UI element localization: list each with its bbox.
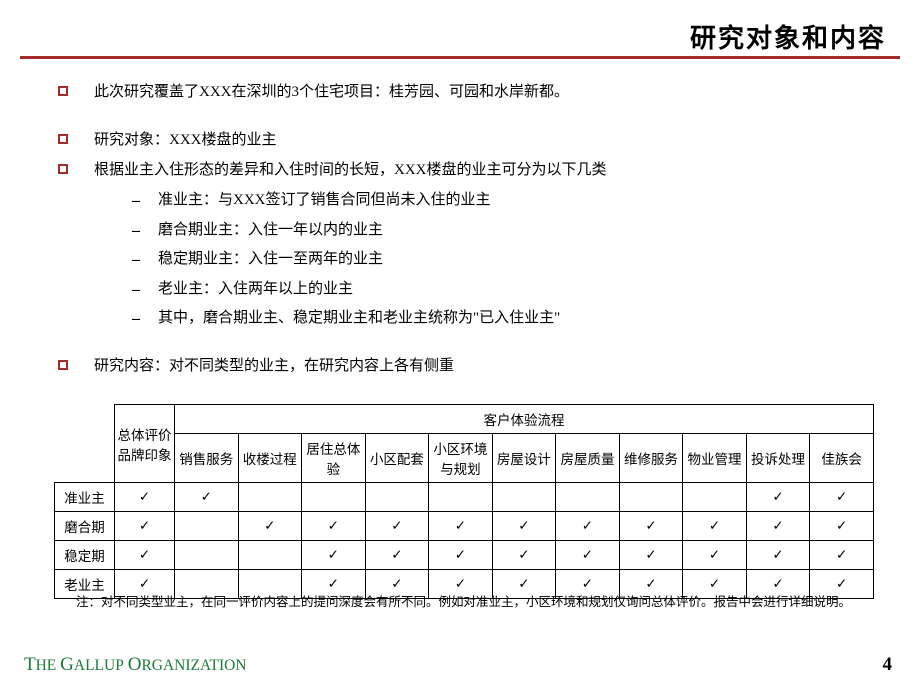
- col-header: 投诉处理: [746, 434, 810, 483]
- square-bullet-icon: [58, 86, 68, 96]
- cell: [365, 483, 429, 512]
- sub-item: – 老业主：入住两年以上的业主: [128, 277, 870, 303]
- page-number: 4: [883, 654, 893, 676]
- col-header: 房屋设计: [492, 434, 556, 483]
- cell: ✓: [746, 541, 810, 570]
- cell: ✓: [746, 483, 810, 512]
- sub-text: 准业主：与XXX签订了销售合同但尚未入住的业主: [158, 188, 870, 212]
- dash-icon: –: [128, 306, 144, 332]
- cell: ✓: [683, 512, 747, 541]
- table-row: 稳定期✓✓✓✓✓✓✓✓✓✓: [55, 541, 874, 570]
- table-row: 准业主✓✓✓✓: [55, 483, 874, 512]
- cell: ✓: [115, 541, 175, 570]
- bullet-text: 研究对象：XXX楼盘的业主: [94, 128, 870, 152]
- col-header: 小区环境与规划: [429, 434, 493, 483]
- dash-icon: –: [128, 247, 144, 273]
- cell: ✓: [429, 541, 493, 570]
- sub-text: 其中，磨合期业主、稳定期业主和老业主统称为"已入住业主": [158, 306, 870, 330]
- sub-item: – 磨合期业主：入住一年以内的业主: [128, 218, 870, 244]
- header-blank: [55, 405, 115, 483]
- bullet-item: 研究对象：XXX楼盘的业主: [58, 128, 870, 152]
- cell: ✓: [810, 512, 874, 541]
- page-title: 研究对象和内容: [690, 18, 886, 55]
- bullet-item: 根据业主入住形态的差异和入住时间的长短，XXX楼盘的业主可分为以下几类: [58, 158, 870, 182]
- bullet-text: 此次研究覆盖了XXX在深圳的3个住宅项目：桂芳园、可园和水岸新都。: [94, 80, 870, 104]
- bullet-text: 研究内容：对不同类型的业主，在研究内容上各有侧重: [94, 354, 870, 378]
- bullet-item: 研究内容：对不同类型的业主，在研究内容上各有侧重: [58, 354, 870, 378]
- cell: ✓: [619, 541, 683, 570]
- square-bullet-icon: [58, 134, 68, 144]
- cell: [556, 483, 620, 512]
- cell: [238, 483, 302, 512]
- cell: ✓: [746, 512, 810, 541]
- sub-text: 磨合期业主：入住一年以内的业主: [158, 218, 870, 242]
- table-header-row: 总体评价品牌印象 客户体验流程: [55, 405, 874, 434]
- cell: ✓: [175, 483, 239, 512]
- cell: ✓: [365, 512, 429, 541]
- cell: ✓: [556, 541, 620, 570]
- coverage-table: 总体评价品牌印象 客户体验流程 销售服务 收楼过程 居住总体验 小区配套 小区环…: [54, 404, 874, 599]
- dash-icon: –: [128, 277, 144, 303]
- sub-item: – 准业主：与XXX签订了销售合同但尚未入住的业主: [128, 188, 870, 214]
- row-header: 磨合期: [55, 512, 115, 541]
- footer-brand: THE GALLUP ORGANIZATION: [24, 654, 247, 676]
- sub-text: 稳定期业主：入住一至两年的业主: [158, 247, 870, 271]
- cell: ✓: [365, 541, 429, 570]
- cell: ✓: [683, 541, 747, 570]
- square-bullet-icon: [58, 164, 68, 174]
- cell: [429, 483, 493, 512]
- col-header: 总体评价品牌印象: [115, 405, 175, 483]
- cell: ✓: [302, 512, 366, 541]
- table-header-row: 销售服务 收楼过程 居住总体验 小区配套 小区环境与规划 房屋设计 房屋质量 维…: [55, 434, 874, 483]
- table: 总体评价品牌印象 客户体验流程 销售服务 收楼过程 居住总体验 小区配套 小区环…: [54, 404, 874, 599]
- cell: ✓: [429, 512, 493, 541]
- square-bullet-icon: [58, 360, 68, 370]
- col-header: 小区配套: [365, 434, 429, 483]
- bullet-text: 根据业主入住形态的差异和入住时间的长短，XXX楼盘的业主可分为以下几类: [94, 158, 870, 182]
- col-header: 居住总体验: [302, 434, 366, 483]
- footnote: 注：对不同类型业主，在同一评价内容上的提问深度会有所不同。例如对准业主，小区环境…: [76, 594, 860, 612]
- sub-text: 老业主：入住两年以上的业主: [158, 277, 870, 301]
- sub-item: – 其中，磨合期业主、稳定期业主和老业主统称为"已入住业主": [128, 306, 870, 332]
- col-header: 维修服务: [619, 434, 683, 483]
- cell: [302, 483, 366, 512]
- col-header: 收楼过程: [238, 434, 302, 483]
- sub-item: – 稳定期业主：入住一至两年的业主: [128, 247, 870, 273]
- cell: ✓: [556, 512, 620, 541]
- cell: [619, 483, 683, 512]
- col-header: 物业管理: [683, 434, 747, 483]
- cell: [175, 512, 239, 541]
- col-header-group: 客户体验流程: [175, 405, 874, 434]
- cell: [492, 483, 556, 512]
- cell: ✓: [492, 512, 556, 541]
- cell: [238, 541, 302, 570]
- cell: ✓: [302, 541, 366, 570]
- row-header: 稳定期: [55, 541, 115, 570]
- cell: ✓: [810, 541, 874, 570]
- cell: [175, 541, 239, 570]
- cell: ✓: [115, 512, 175, 541]
- cell: ✓: [619, 512, 683, 541]
- dash-icon: –: [128, 188, 144, 214]
- cell: [683, 483, 747, 512]
- title-rule: [20, 56, 900, 59]
- col-header: 销售服务: [175, 434, 239, 483]
- sub-list: – 准业主：与XXX签订了销售合同但尚未入住的业主 – 磨合期业主：入住一年以内…: [128, 188, 870, 332]
- row-header: 准业主: [55, 483, 115, 512]
- col-header: 房屋质量: [556, 434, 620, 483]
- cell: ✓: [238, 512, 302, 541]
- cell: ✓: [115, 483, 175, 512]
- cell: ✓: [810, 483, 874, 512]
- content-area: 此次研究覆盖了XXX在深圳的3个住宅项目：桂芳园、可园和水岸新都。 研究对象：X…: [58, 80, 870, 384]
- table-row: 磨合期✓✓✓✓✓✓✓✓✓✓✓: [55, 512, 874, 541]
- col-header: 佳族会: [810, 434, 874, 483]
- cell: ✓: [492, 541, 556, 570]
- bullet-item: 此次研究覆盖了XXX在深圳的3个住宅项目：桂芳园、可园和水岸新都。: [58, 80, 870, 104]
- dash-icon: –: [128, 218, 144, 244]
